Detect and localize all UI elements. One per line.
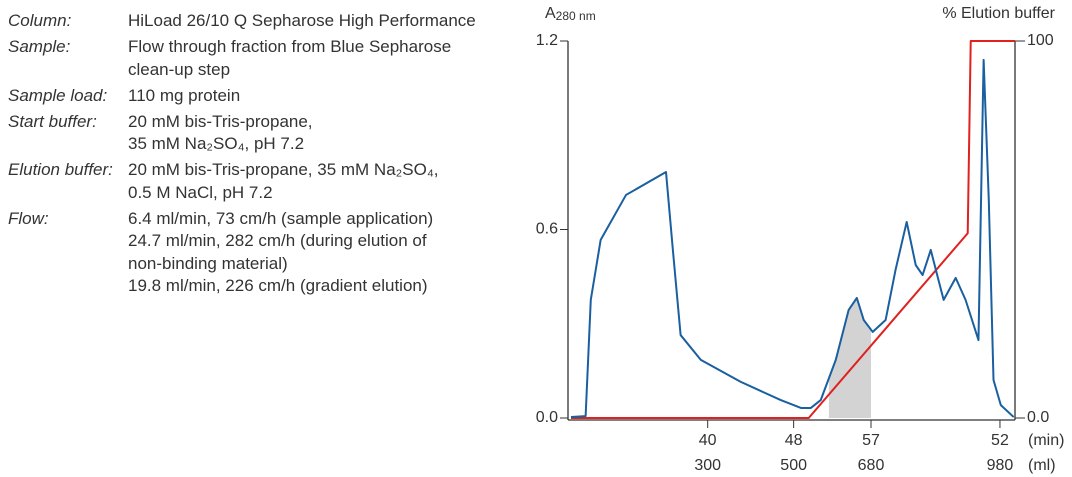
condition-value: 20 mM bis-Tris-propane, 35 mM Na₂SO₄, 0.5… [128,159,439,204]
y-tick-label: 1.2 [536,32,558,49]
condition-value: 6.4 ml/min, 73 cm/h (sample application)… [128,208,433,298]
x-tick-label-min: 40 [699,432,717,449]
y2-axis-label: % Elution buffer [942,5,1055,22]
condition-key: Sample: [8,37,71,56]
y-tick-label: 0.0 [536,409,558,426]
condition-line: HiLoad 26/10 Q Sepharose High Performanc… [128,11,476,30]
x-tick-label: 300 [694,457,721,474]
x-tick-label-min: 52 [991,432,1009,449]
condition-line: 19.8 ml/min, 226 cm/h (gradient elution) [128,276,428,295]
condition-row: Sample load: 110 mg protein [8,85,476,108]
condition-line: non-binding material) [128,253,288,273]
condition-row: Sample: Flow through fraction from Blue S… [8,36,476,81]
condition-value: HiLoad 26/10 Q Sepharose High Performanc… [128,10,476,33]
shaded-fraction [828,297,872,418]
condition-row: Start buffer: 20 mM bis-Tris-propane, 35 m… [8,111,476,156]
condition-key: Sample load: [8,85,108,105]
x-tick-label: 500 [780,457,807,474]
y-tick-label: 0.6 [536,221,558,238]
x-tick-label: 680 [858,457,885,474]
condition-line: Flow through fraction from Blue Sepharos… [128,37,452,56]
y-axis-label-main: A [545,5,556,22]
condition-key: Column: [8,11,72,30]
condition-line: 0.5 M NaCl, pH 7.2 [128,182,273,202]
y2-tick-label: 100 [1027,32,1054,49]
condition-value: 110 mg protein [128,85,240,108]
conditions: Column: HiLoad 26/10 Q Sepharose High Per… [8,10,476,301]
condition-line: 24.7 ml/min, 282 cm/h (during elution of [128,231,427,250]
y-axis-label-sub: 280 nm [556,9,596,23]
condition-row: Elution buffer: 20 mM bis-Tris-propane, 3… [8,159,476,204]
condition-key: Elution buffer: [8,160,113,179]
condition-key: Start buffer: [8,111,97,131]
y2-tick-label: 0.0 [1027,409,1049,426]
condition-line: 110 mg protein [128,85,241,105]
condition-key: Flow: [8,208,49,228]
y-axis-label: A280 nm [545,5,596,23]
x-unit-label: (min) [1028,432,1064,449]
series-line [570,58,1015,419]
x-unit-label: (ml) [1028,457,1056,474]
condition-line: 20 mM bis-Tris-propane, [128,111,313,131]
x-tick-label-min: 48 [785,432,803,449]
series-line [571,40,1015,419]
condition-line: 35 mM Na₂SO₄, pH 7.2 [128,134,305,153]
condition-row: Column: HiLoad 26/10 Q Sepharose High Per… [8,10,476,33]
condition-line: clean-up step [128,59,231,79]
condition-value: 20 mM bis-Tris-propane, 35 mM Na₂SO₄, pH … [128,111,313,156]
condition-value: Flow through fraction from Blue Sepharos… [128,36,451,81]
condition-line: 6.4 ml/min, 73 cm/h (sample application) [128,208,434,228]
x-tick-label-min: 57 [862,432,880,449]
condition-row: Flow: 6.4 ml/min, 73 cm/h (sample applica… [8,208,476,298]
x-tick-label: 980 [987,457,1014,474]
condition-line: 20 mM bis-Tris-propane, 35 mM Na₂SO₄, [128,160,439,179]
